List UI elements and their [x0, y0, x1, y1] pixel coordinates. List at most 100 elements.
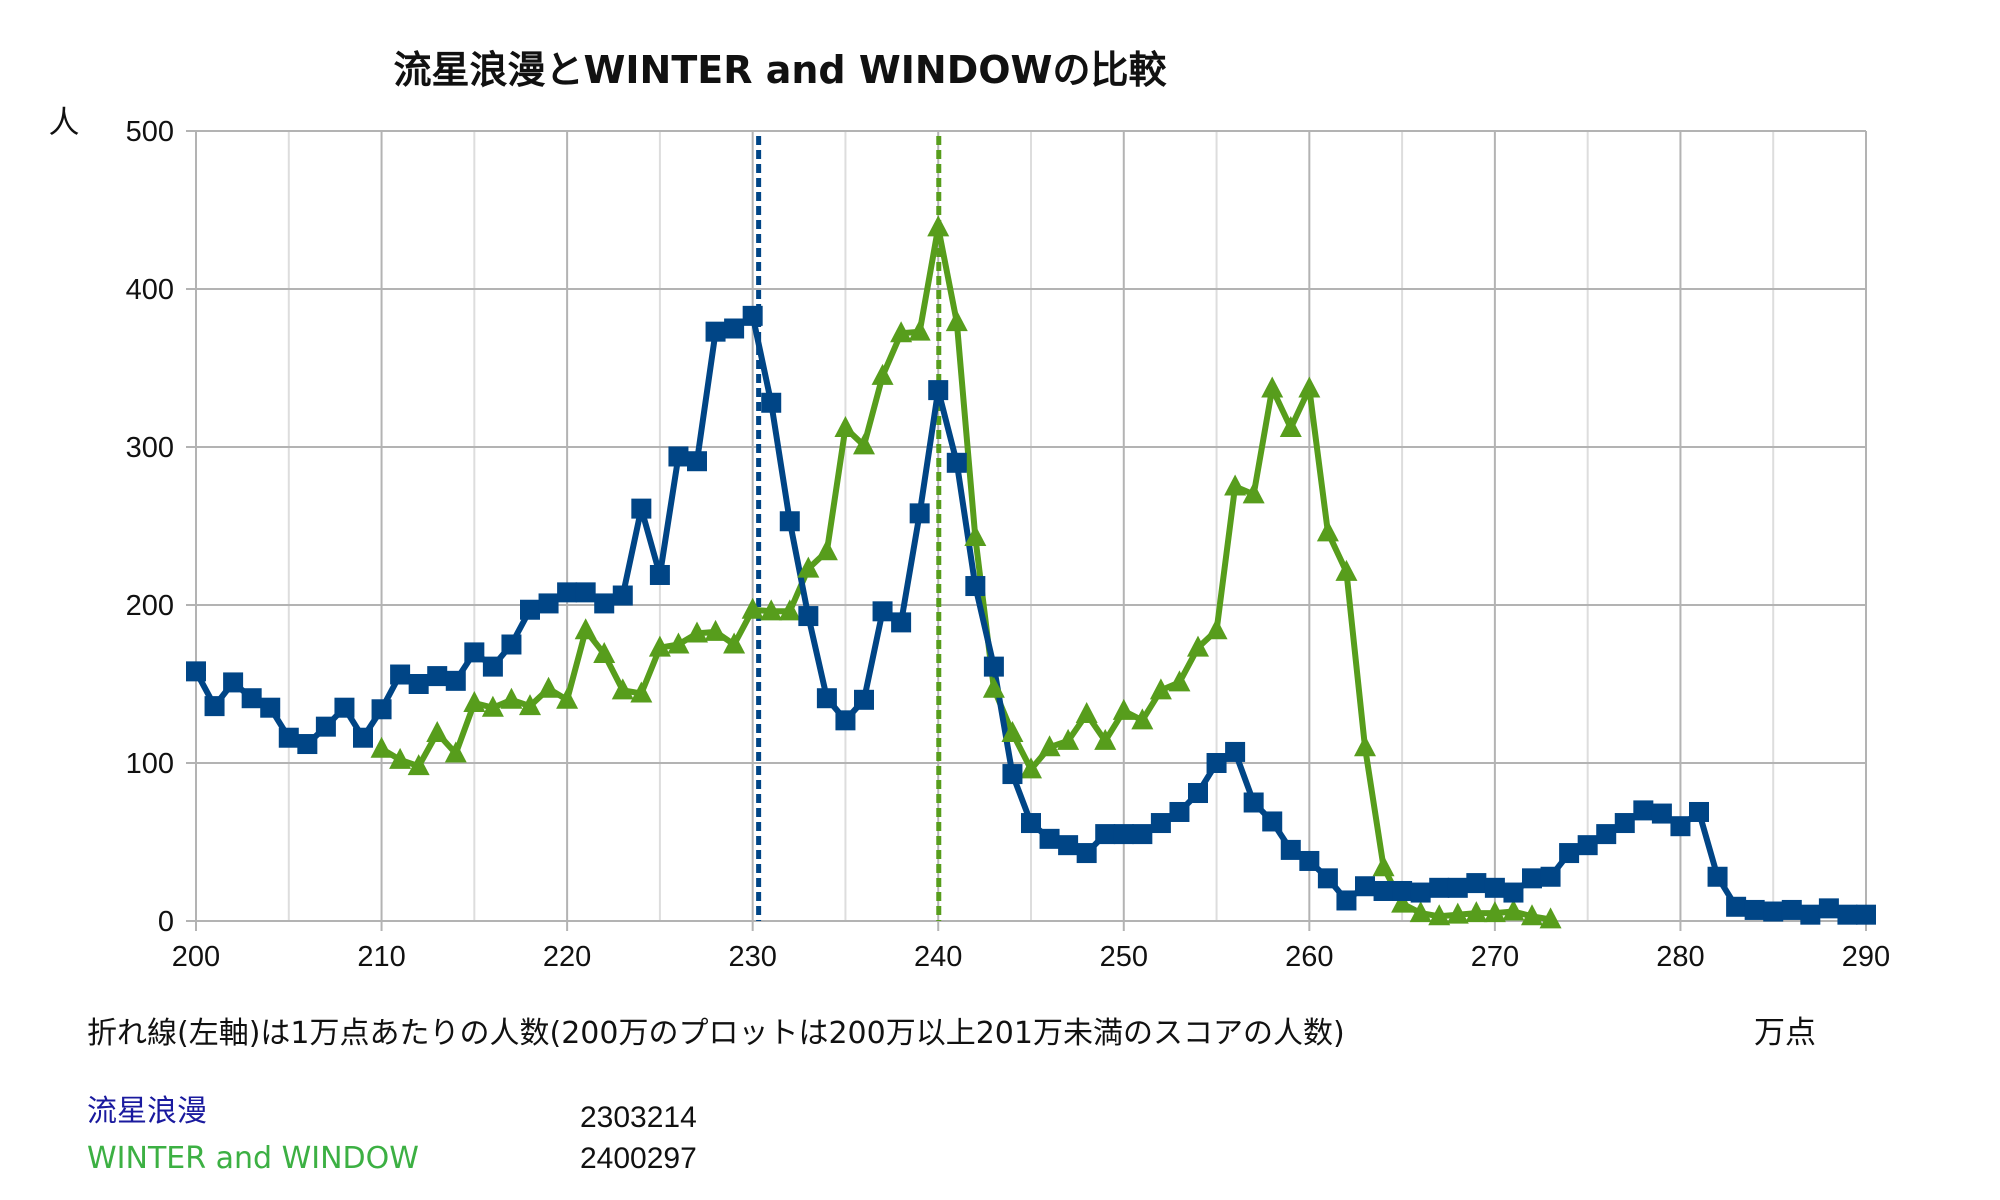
data-point: [1763, 901, 1784, 922]
x-tick-label: 250: [1100, 941, 1148, 973]
data-point: [594, 593, 615, 614]
y-axis-label: 人: [49, 105, 80, 141]
data-point: [1206, 753, 1227, 773]
data-point: [1243, 792, 1264, 813]
data-point: [370, 736, 393, 758]
data-point: [444, 741, 467, 763]
data-point: [482, 656, 503, 677]
data-point: [1335, 559, 1358, 581]
data-point: [481, 695, 504, 717]
data-point: [519, 694, 541, 716]
data-point: [464, 642, 485, 663]
data-point: [724, 318, 745, 339]
data-point: [1298, 376, 1321, 398]
data-point: [520, 599, 540, 620]
x-tick-label: 220: [543, 941, 591, 973]
data-point: [1279, 416, 1302, 438]
data-point: [649, 564, 670, 585]
data-point: [1354, 735, 1376, 757]
y-tick-label: 200: [126, 590, 174, 622]
data-point: [815, 539, 838, 561]
data-point: [1707, 866, 1728, 887]
data-point: [1261, 376, 1284, 398]
data-point: [945, 310, 968, 332]
data-point: [927, 215, 950, 237]
data-point: [1633, 800, 1654, 821]
data-point: [872, 601, 893, 622]
data-point: [1057, 728, 1080, 750]
data-point: [1447, 877, 1468, 898]
y-axis-ticks: 0 100 200 300 400 500: [126, 116, 174, 938]
data-point: [871, 363, 894, 385]
data-point: [1446, 902, 1469, 924]
data-point: [1058, 835, 1079, 856]
data-point: [630, 681, 653, 703]
data-point: [928, 380, 949, 401]
data-point: [1503, 882, 1524, 903]
data-point: [1837, 904, 1858, 925]
data-point: [723, 632, 746, 654]
data-point: [575, 582, 596, 603]
data-point: [426, 720, 449, 742]
data-point: [631, 498, 652, 519]
data-point: [1075, 702, 1098, 724]
data-point: [705, 321, 726, 342]
data-point: [1299, 850, 1320, 871]
data-point: [1726, 896, 1747, 917]
data-point: [1336, 890, 1357, 911]
data-point: [1856, 904, 1876, 925]
data-point: [835, 710, 856, 731]
data-point: [1781, 899, 1802, 920]
data-point: [556, 687, 579, 709]
data-point: [315, 716, 336, 737]
data-point: [816, 688, 837, 709]
data-point: [1076, 843, 1097, 864]
x-tick-label: 210: [357, 941, 405, 973]
data-point: [1391, 891, 1414, 913]
data-point: [1262, 811, 1283, 832]
data-point: [667, 632, 690, 654]
data-point: [1670, 816, 1691, 837]
data-point: [890, 321, 913, 343]
data-point: [834, 416, 857, 438]
data-point: [538, 593, 559, 614]
data-point: [761, 392, 782, 413]
data-point: [946, 452, 967, 473]
data-point: [1521, 904, 1543, 926]
data-point: [1187, 635, 1209, 657]
data-point: [1596, 824, 1617, 845]
data-point: [686, 621, 708, 643]
data-point: [965, 576, 986, 597]
data-point: [798, 606, 819, 627]
data-point: [537, 676, 560, 698]
data-point: [1466, 873, 1487, 894]
data-point: [1392, 880, 1413, 901]
data-point: [260, 697, 281, 718]
data-point: [982, 676, 1005, 698]
reference-lines: [756, 136, 942, 921]
data-point: [1818, 898, 1839, 919]
data-point: [204, 696, 225, 717]
data-point: [1744, 899, 1765, 920]
x-tick-label: 280: [1656, 941, 1704, 973]
data-point: [909, 503, 930, 524]
data-point: [1372, 855, 1395, 877]
data-point: [241, 688, 262, 709]
data-point: [334, 697, 355, 718]
data-point: [1502, 899, 1525, 921]
data-point: [1132, 824, 1153, 845]
data-point: [891, 612, 912, 633]
data-point: [611, 678, 634, 700]
data-point: [1095, 824, 1116, 845]
data-point: [741, 597, 764, 619]
data-point: [1020, 757, 1042, 779]
x-axis-label: 万点: [1754, 1015, 1816, 1051]
data-point: [1150, 813, 1171, 834]
x-tick-label: 240: [914, 941, 962, 973]
data-point: [353, 727, 373, 748]
data-point: [390, 664, 411, 685]
data-point: [1168, 670, 1191, 692]
data-point: [445, 670, 466, 691]
x-tick-label: 260: [1285, 941, 1333, 973]
